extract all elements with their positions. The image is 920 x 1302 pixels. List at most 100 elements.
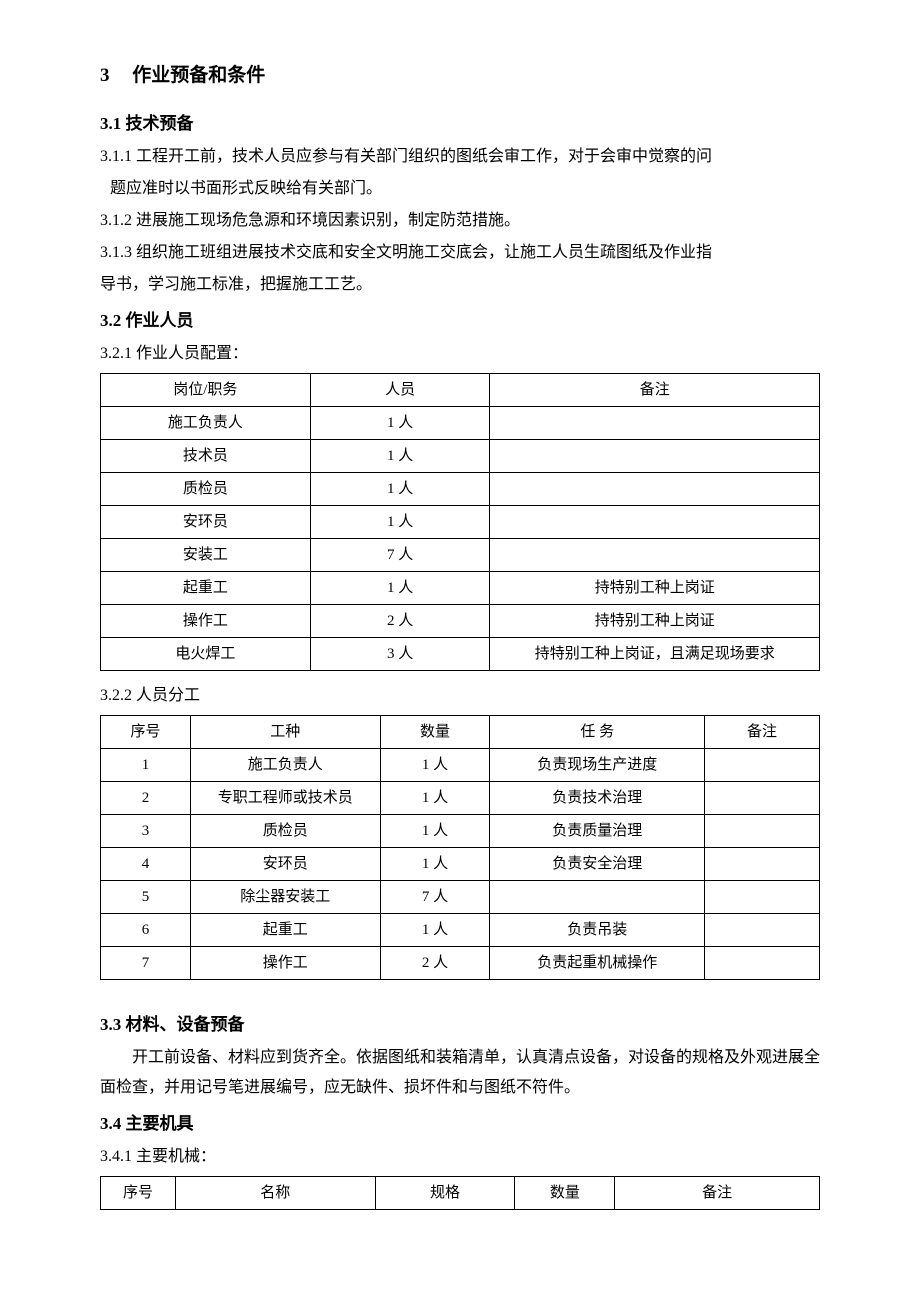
- table-cell: 1 人: [310, 407, 490, 440]
- table-cell: 负责起重机械操作: [490, 947, 705, 980]
- table-cell: 1 人: [310, 506, 490, 539]
- table-cell: [490, 440, 820, 473]
- para-3-1-1-b: 题应准时以书面形式反映给有关部门。: [100, 174, 820, 204]
- table-cell: 起重工: [101, 572, 311, 605]
- table-header-cell: 数量: [380, 716, 490, 749]
- table-header-cell: 序号: [101, 716, 191, 749]
- table-row: 技术员 1 人: [101, 440, 820, 473]
- equipment-table: 序号 名称 规格 数量 备注: [100, 1176, 820, 1210]
- table-cell: 负责质量治理: [490, 815, 705, 848]
- table-cell: 负责吊装: [490, 914, 705, 947]
- table-header-cell: 工种: [190, 716, 380, 749]
- table-row: 施工负责人 1 人: [101, 407, 820, 440]
- subheading-3-3: 3.3 材料、设备预备: [100, 1010, 820, 1035]
- table-cell: [490, 407, 820, 440]
- table-header-cell: 规格: [375, 1177, 515, 1210]
- table-header-cell: 名称: [175, 1177, 375, 1210]
- para-3-3: 开工前设备、材料应到货齐全。依据图纸和装箱清单，认真清点设备，对设备的规格及外观…: [100, 1043, 820, 1103]
- table-cell: [490, 539, 820, 572]
- table-header-cell: 任 务: [490, 716, 705, 749]
- table-cell: 施工负责人: [101, 407, 311, 440]
- table-row: 安环员 1 人: [101, 506, 820, 539]
- table-cell: 5: [101, 881, 191, 914]
- table-cell: 1 人: [310, 473, 490, 506]
- table-row: 质检员 1 人: [101, 473, 820, 506]
- table-cell: 4: [101, 848, 191, 881]
- table-header-row: 岗位/职务 人员 备注: [101, 374, 820, 407]
- table-cell: 1 人: [380, 782, 490, 815]
- division-table: 序号 工种 数量 任 务 备注 1 施工负责人 1 人 负责现场生产进度 2 专…: [100, 715, 820, 980]
- table-row: 6 起重工 1 人 负责吊装: [101, 914, 820, 947]
- table-cell: 安装工: [101, 539, 311, 572]
- table-cell: [490, 473, 820, 506]
- table-header-cell: 人员: [310, 374, 490, 407]
- para-3-2-2: 3.2.2 人员分工: [100, 681, 820, 711]
- table-header-row: 序号 名称 规格 数量 备注: [101, 1177, 820, 1210]
- table-cell: [705, 914, 820, 947]
- subheading-3-2: 3.2 作业人员: [100, 306, 820, 331]
- table-cell: [705, 782, 820, 815]
- table-cell: 3 人: [310, 638, 490, 671]
- section-title: 作业预备和条件: [132, 65, 265, 86]
- para-3-1-3-b: 导书，学习施工标准，把握施工工艺。: [100, 270, 820, 300]
- table-cell: 1 人: [380, 749, 490, 782]
- personnel-table: 岗位/职务 人员 备注 施工负责人 1 人 技术员 1 人 质检员 1 人 安环…: [100, 373, 820, 671]
- table-cell: 电火焊工: [101, 638, 311, 671]
- para-3-2-1: 3.2.1 作业人员配置：: [100, 339, 820, 369]
- table-header-cell: 备注: [615, 1177, 820, 1210]
- table-cell: 2 人: [310, 605, 490, 638]
- table-row: 2 专职工程师或技术员 1 人 负责技术治理: [101, 782, 820, 815]
- table-cell: 除尘器安装工: [190, 881, 380, 914]
- table-cell: 施工负责人: [190, 749, 380, 782]
- section-heading: 3 作业预备和条件: [100, 60, 820, 87]
- table-row: 1 施工负责人 1 人 负责现场生产进度: [101, 749, 820, 782]
- table-cell: 负责现场生产进度: [490, 749, 705, 782]
- table-cell: 质检员: [101, 473, 311, 506]
- para-3-1-3-a: 3.1.3 组织施工班组进展技术交底和安全文明施工交底会，让施工人员生疏图纸及作…: [100, 238, 820, 268]
- table-cell: 6: [101, 914, 191, 947]
- table-cell: 负责技术治理: [490, 782, 705, 815]
- table-cell: 1 人: [380, 815, 490, 848]
- table-cell: 1 人: [380, 848, 490, 881]
- subheading-3-1: 3.1 技术预备: [100, 109, 820, 134]
- table-cell: 1 人: [310, 572, 490, 605]
- table-cell: [705, 881, 820, 914]
- table-cell: 技术员: [101, 440, 311, 473]
- table-cell: 1 人: [380, 914, 490, 947]
- table-cell: 操作工: [190, 947, 380, 980]
- table-cell: 7: [101, 947, 191, 980]
- table-cell: 持特别工种上岗证: [490, 605, 820, 638]
- table-cell: 1 人: [310, 440, 490, 473]
- table-cell: 安环员: [190, 848, 380, 881]
- table-header-row: 序号 工种 数量 任 务 备注: [101, 716, 820, 749]
- table-cell: 3: [101, 815, 191, 848]
- table-row: 4 安环员 1 人 负责安全治理: [101, 848, 820, 881]
- table-cell: 7 人: [380, 881, 490, 914]
- table-cell: 负责安全治理: [490, 848, 705, 881]
- table-cell: 专职工程师或技术员: [190, 782, 380, 815]
- table-cell: [705, 848, 820, 881]
- table-cell: [490, 506, 820, 539]
- table-cell: 质检员: [190, 815, 380, 848]
- table-header-cell: 备注: [490, 374, 820, 407]
- para-3-1-2: 3.1.2 进展施工现场危急源和环境因素识别，制定防范措施。: [100, 206, 820, 236]
- table-cell: 操作工: [101, 605, 311, 638]
- table-header-cell: 序号: [101, 1177, 176, 1210]
- table-cell: [490, 881, 705, 914]
- table-row: 7 操作工 2 人 负责起重机械操作: [101, 947, 820, 980]
- table-cell: [705, 749, 820, 782]
- table-row: 电火焊工 3 人 持特别工种上岗证，且满足现场要求: [101, 638, 820, 671]
- table-cell: 7 人: [310, 539, 490, 572]
- table-cell: 持特别工种上岗证: [490, 572, 820, 605]
- table-cell: [705, 815, 820, 848]
- table-row: 起重工 1 人 持特别工种上岗证: [101, 572, 820, 605]
- table-header-cell: 岗位/职务: [101, 374, 311, 407]
- table-cell: 2 人: [380, 947, 490, 980]
- subheading-3-4: 3.4 主要机具: [100, 1109, 820, 1134]
- table-cell: 安环员: [101, 506, 311, 539]
- table-cell: 持特别工种上岗证，且满足现场要求: [490, 638, 820, 671]
- para-3-1-1-a: 3.1.1 工程开工前，技术人员应参与有关部门组织的图纸会审工作，对于会审中觉察…: [100, 142, 820, 172]
- section-number: 3: [100, 65, 110, 87]
- table-row: 安装工 7 人: [101, 539, 820, 572]
- table-cell: 2: [101, 782, 191, 815]
